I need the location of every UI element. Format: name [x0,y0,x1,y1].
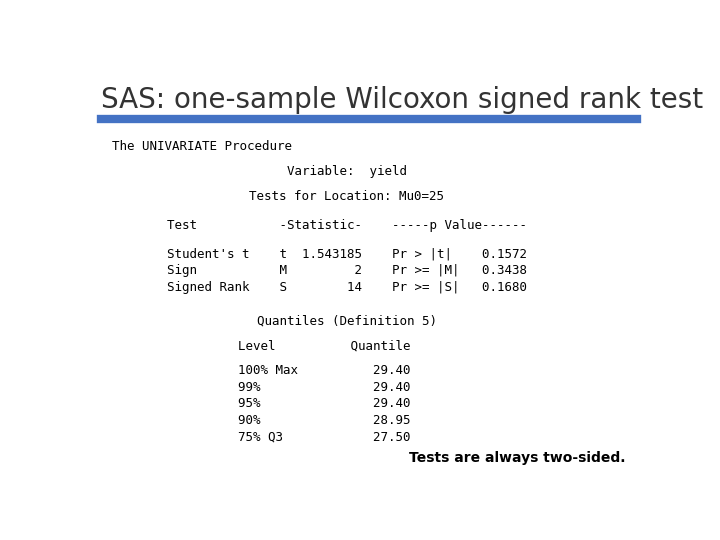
Text: 95%               29.40: 95% 29.40 [238,397,410,410]
Text: Test           -Statistic-    -----p Value------: Test -Statistic- -----p Value------ [167,219,527,232]
Text: The UNIVARIATE Procedure: The UNIVARIATE Procedure [112,140,292,153]
Text: Signed Rank    S        14    Pr >= |S|   0.1680: Signed Rank S 14 Pr >= |S| 0.1680 [167,281,527,294]
Text: 75% Q3            27.50: 75% Q3 27.50 [238,431,410,444]
Text: 99%               29.40: 99% 29.40 [238,381,410,394]
Text: Tests are always two-sided.: Tests are always two-sided. [409,451,626,465]
Text: 100% Max          29.40: 100% Max 29.40 [238,364,410,377]
Text: SAS: one-sample Wilcoxon signed rank test: SAS: one-sample Wilcoxon signed rank tes… [101,85,703,113]
Text: 90%               28.95: 90% 28.95 [238,414,410,427]
Text: Quantiles (Definition 5): Quantiles (Definition 5) [257,314,436,327]
Text: Level          Quantile: Level Quantile [238,339,410,352]
Text: Sign           M         2    Pr >= |M|   0.3438: Sign M 2 Pr >= |M| 0.3438 [167,265,527,278]
Text: Student's t    t  1.543185    Pr > |t|    0.1572: Student's t t 1.543185 Pr > |t| 0.1572 [167,248,527,261]
Text: Tests for Location: Mu0=25: Tests for Location: Mu0=25 [249,190,444,202]
Text: Variable:  yield: Variable: yield [287,165,407,178]
